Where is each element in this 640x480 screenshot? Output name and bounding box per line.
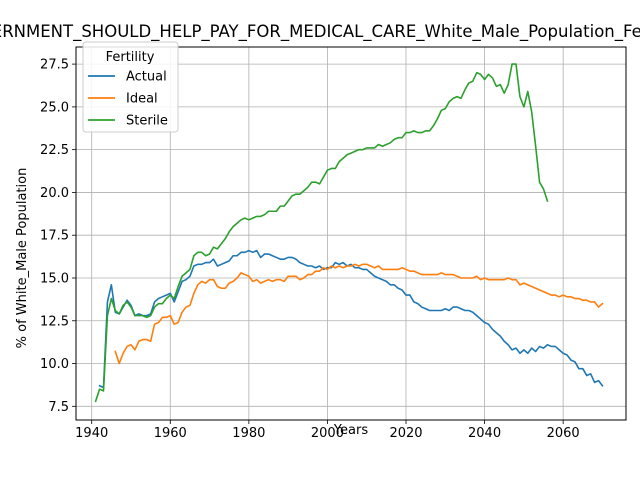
y-tick-label: 15.0 — [40, 271, 69, 286]
series-line-sterile — [94, 63, 549, 403]
legend: Fertility Actual Ideal Sterile — [82, 41, 179, 133]
axes: 1940 1960 1980 2000 2020 2040 2060 7.5 10.0 12.5 1… — [40, 58, 580, 441]
y-tick-label: 7.5 — [48, 400, 69, 415]
legend-label-sterile: Sterile — [126, 114, 168, 129]
x-tick-label: 2040 — [468, 426, 501, 441]
y-tick-label: 10.0 — [40, 357, 69, 372]
legend-title: Fertility — [106, 50, 155, 65]
x-tick-label: 2020 — [389, 426, 422, 441]
legend-label-actual: Actual — [126, 70, 167, 85]
x-tick-label: 1980 — [232, 426, 265, 441]
series-line-ideal — [114, 263, 604, 365]
x-tick-label: 2000 — [311, 426, 344, 441]
x-tick-label: 2060 — [547, 426, 580, 441]
y-axis-title: % of White_Male Population — [15, 168, 30, 349]
legend-box — [82, 41, 179, 133]
grid-lines — [76, 47, 626, 420]
y-tick-label: 17.5 — [40, 229, 69, 244]
plot-frame — [75, 46, 627, 421]
y-tick-label: 20.0 — [40, 186, 69, 201]
y-tick-label: 27.5 — [40, 58, 69, 73]
series-lines — [94, 63, 604, 403]
x-axis-title: Years — [333, 423, 369, 438]
y-tick-label: 22.5 — [40, 143, 69, 158]
y-tick-label: 25.0 — [40, 100, 69, 115]
series-line-actual — [98, 249, 604, 389]
y-tick-label: 12.5 — [40, 314, 69, 329]
legend-label-ideal: Ideal — [126, 92, 158, 107]
chart-title: GOVERNMENT_SHOULD_HELP_PAY_FOR_MEDICAL_C… — [0, 22, 640, 42]
x-tick-label: 1940 — [75, 426, 108, 441]
x-tick-label: 1960 — [154, 426, 187, 441]
